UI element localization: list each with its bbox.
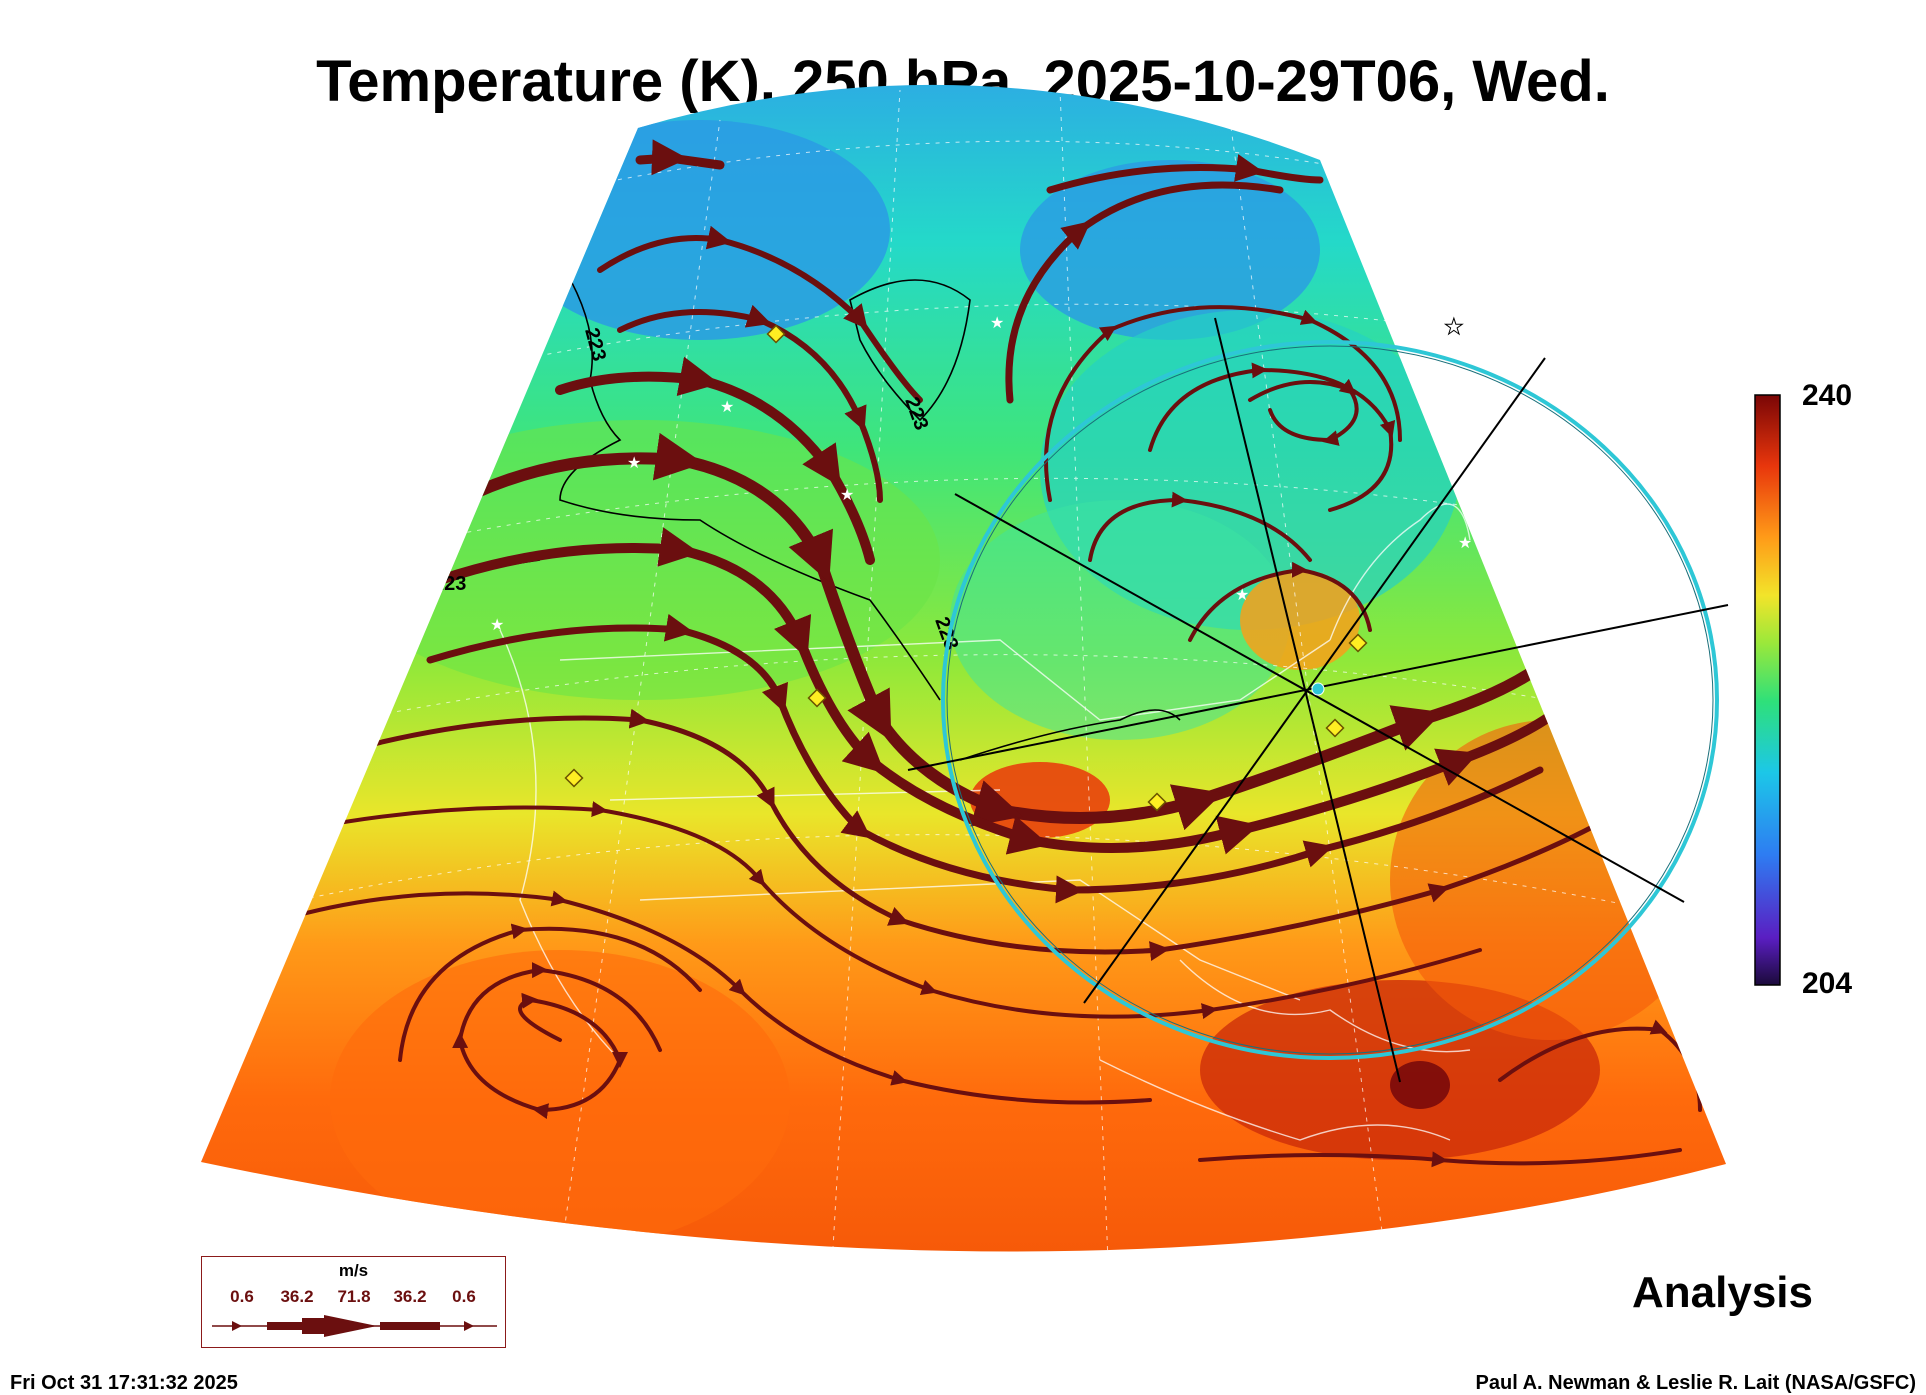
- streamline: [398, 923, 702, 1062]
- diamond-marker-icon: [766, 324, 786, 344]
- diamond-marker-icon: [564, 768, 584, 788]
- map-field: ★ ★ ★ ★ ★ ★ ★ 223 223 223 223: [201, 84, 1726, 1252]
- radial-line: [954, 493, 1685, 903]
- diamond-marker-icon: [1147, 792, 1167, 812]
- streamline: [597, 225, 923, 403]
- streamline: [1198, 1148, 1682, 1168]
- streamline: [452, 962, 662, 1120]
- legend-value: 0.6: [230, 1287, 254, 1306]
- star-marker-icon: ★: [490, 615, 504, 634]
- contour-label: 223: [433, 573, 466, 595]
- streamlines: [278, 139, 1702, 1168]
- star-marker-icon: ★: [1458, 533, 1472, 552]
- diamond-marker-icon: [1325, 718, 1345, 738]
- legend-unit: m/s: [338, 1261, 369, 1280]
- star-marker-icon: ★: [840, 485, 854, 504]
- legend-value: 0.6: [452, 1287, 476, 1306]
- star-marker-icon: ★: [990, 313, 1004, 332]
- star-marker-icon: ★: [1235, 585, 1249, 604]
- credit-line: Paul A. Newman & Leslie R. Lait (NASA/GS…: [1475, 1372, 1916, 1394]
- outline-star-icon: ★: [1444, 315, 1464, 340]
- center-marker-icon: [1311, 682, 1325, 696]
- white-stars: ★ ★ ★ ★ ★ ★ ★: [490, 313, 1472, 634]
- star-marker-icon: ★: [627, 453, 641, 472]
- wind-speed-legend: m/s 0.6 36.2 71.8 36.2 0.6: [201, 1256, 506, 1348]
- legend-value: 71.8: [337, 1287, 371, 1306]
- cold-region: [1020, 160, 1320, 340]
- diamond-marker-icon: [807, 688, 827, 708]
- radial-line: [1214, 317, 1401, 1083]
- colorbar-max-label: 240: [1802, 379, 1853, 412]
- streamline: [1148, 362, 1396, 512]
- range-circle: [941, 340, 1719, 1060]
- trajectory-overlay: [907, 317, 1729, 1083]
- colorbar-min-label: 204: [1802, 967, 1853, 1000]
- colorbar: [1754, 394, 1781, 986]
- warm-region: [1390, 1061, 1450, 1109]
- warm-region: [330, 950, 790, 1250]
- streamline: [1005, 181, 1284, 404]
- analysis-label: Analysis: [1632, 1268, 1813, 1317]
- star-marker-icon: ★: [720, 397, 734, 416]
- streamline: [278, 890, 1152, 1105]
- timestamp: Fri Oct 31 17:31:32 2025: [10, 1372, 238, 1394]
- radial-line: [1083, 357, 1546, 1004]
- legend-arrow-scale: [212, 1315, 497, 1337]
- legend-value: 36.2: [393, 1287, 427, 1306]
- diamond-marker-icon: [1348, 633, 1368, 653]
- legend-value: 36.2: [280, 1287, 314, 1306]
- yellow-markers: [564, 324, 1368, 812]
- cold-region: [510, 120, 890, 340]
- streamline: [1046, 154, 1324, 194]
- streamline: [1188, 561, 1372, 642]
- streamline: [1088, 491, 1312, 562]
- streamline: [635, 139, 725, 176]
